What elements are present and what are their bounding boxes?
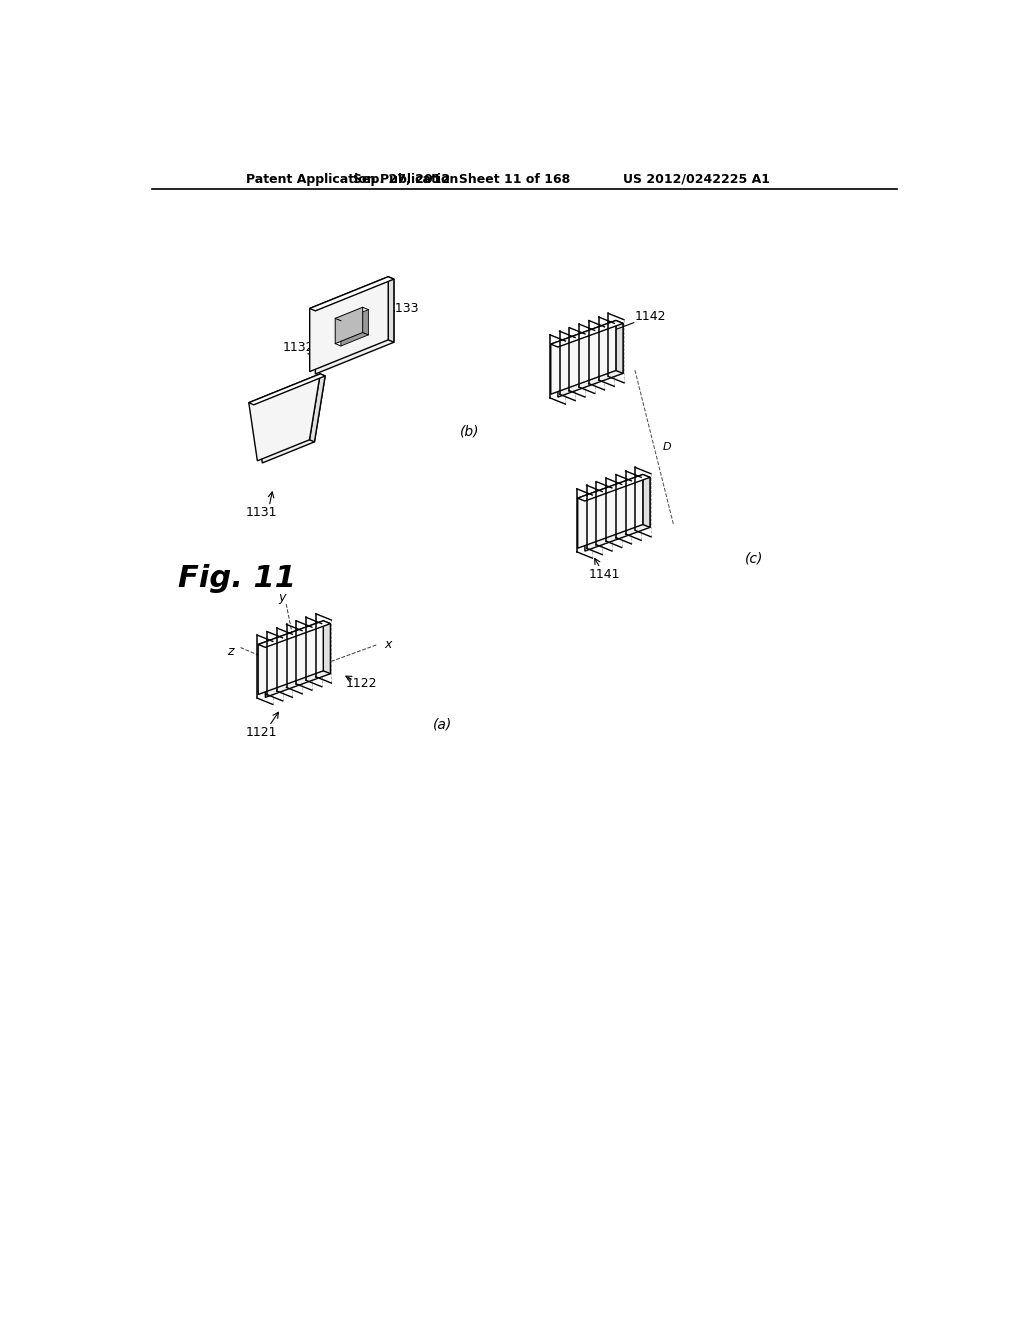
Polygon shape — [258, 620, 331, 647]
Polygon shape — [615, 321, 623, 374]
Text: Fig. 11: Fig. 11 — [178, 564, 296, 593]
Polygon shape — [249, 374, 321, 461]
Text: 1133: 1133 — [388, 302, 420, 315]
Text: 1121: 1121 — [246, 726, 278, 739]
Polygon shape — [315, 279, 394, 374]
Polygon shape — [558, 323, 623, 397]
Polygon shape — [254, 376, 326, 463]
Text: x: x — [385, 639, 392, 651]
Text: 1142: 1142 — [635, 310, 666, 323]
Polygon shape — [309, 277, 388, 372]
Text: 1132: 1132 — [283, 341, 314, 354]
Text: Sep. 27, 2012  Sheet 11 of 168: Sep. 27, 2012 Sheet 11 of 168 — [353, 173, 570, 186]
Text: (c): (c) — [745, 552, 764, 566]
Text: Patent Application Publication: Patent Application Publication — [246, 173, 459, 186]
Polygon shape — [335, 308, 362, 343]
Polygon shape — [265, 623, 331, 697]
Text: (a): (a) — [433, 717, 452, 731]
Polygon shape — [643, 474, 650, 528]
Text: (b): (b) — [460, 425, 479, 438]
Text: 1122: 1122 — [346, 677, 377, 690]
Polygon shape — [258, 620, 324, 694]
Polygon shape — [578, 474, 650, 502]
Polygon shape — [551, 321, 623, 347]
Polygon shape — [324, 620, 331, 673]
Polygon shape — [249, 374, 326, 405]
Text: 1141: 1141 — [589, 568, 620, 581]
Text: US 2012/0242225 A1: US 2012/0242225 A1 — [624, 173, 770, 186]
Polygon shape — [578, 474, 643, 548]
Polygon shape — [388, 277, 394, 342]
Polygon shape — [585, 478, 650, 552]
Text: z: z — [227, 645, 233, 659]
Text: 1131: 1131 — [246, 506, 278, 519]
Text: y: y — [279, 591, 286, 603]
Polygon shape — [341, 310, 369, 346]
Polygon shape — [309, 277, 394, 312]
Polygon shape — [309, 374, 326, 442]
Polygon shape — [551, 321, 615, 395]
Text: D: D — [663, 442, 672, 453]
